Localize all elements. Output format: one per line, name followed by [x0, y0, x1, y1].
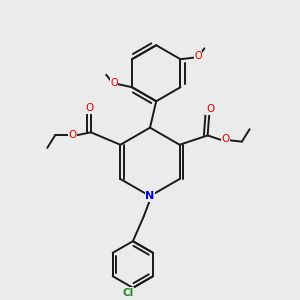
Text: O: O	[68, 130, 76, 140]
Text: O: O	[110, 77, 118, 88]
Text: O: O	[206, 104, 214, 114]
Text: Cl: Cl	[123, 288, 134, 298]
Text: O: O	[221, 134, 230, 145]
Text: O: O	[85, 103, 93, 113]
Text: N: N	[146, 191, 154, 201]
Text: O: O	[194, 51, 202, 61]
